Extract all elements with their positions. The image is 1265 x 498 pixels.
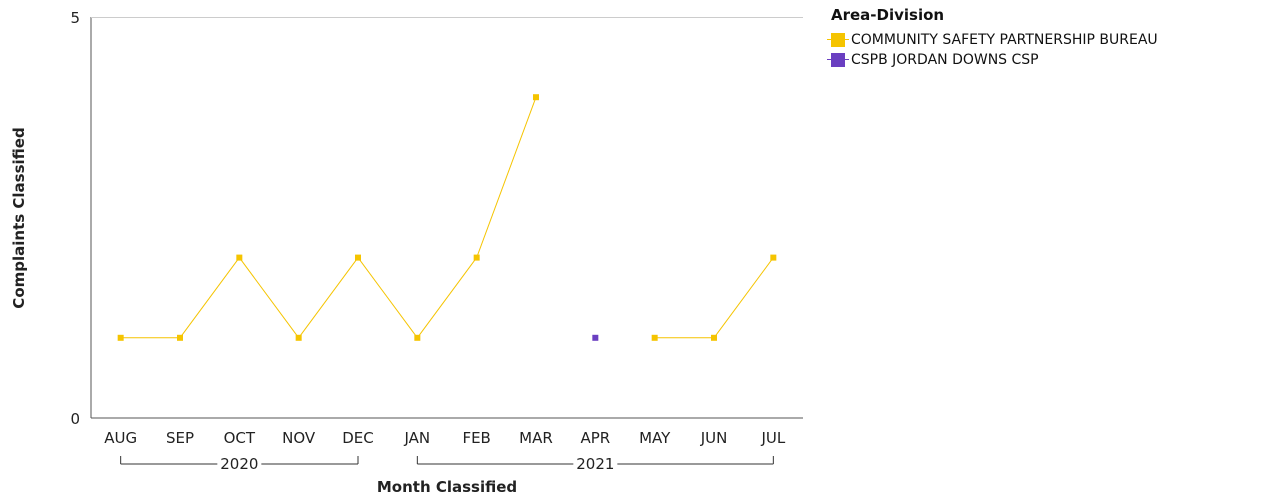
series-line-segment: [713, 257, 774, 339]
data-point: [236, 254, 243, 261]
data-point: [177, 334, 183, 341]
x-tick-label: SEP: [166, 429, 194, 447]
x-tick-label: JUN: [700, 429, 728, 447]
x-tick-label: MAY: [639, 429, 671, 447]
legend-item-series-0[interactable]: COMMUNITY SAFETY PARTNERSHIP BUREAU: [827, 30, 1158, 50]
y-tick-label: 0: [70, 410, 80, 428]
data-point: [473, 254, 480, 261]
x-axis-labels: AUG SEP OCT NOV DEC JAN FEB MAR APR MAY JUN JUL 2020…: [104, 429, 786, 473]
data-point: [651, 334, 658, 341]
data-point: [770, 254, 777, 261]
x-tick-label: AUG: [104, 429, 137, 447]
y-tick-label: 5: [70, 9, 80, 27]
y-axis-title: Complaints Classified: [10, 127, 28, 308]
x-tick-label: OCT: [224, 429, 256, 447]
year-label: 2021: [576, 455, 614, 473]
legend-label: COMMUNITY SAFETY PARTNERSHIP BUREAU: [851, 32, 1158, 48]
series-line-segment: [416, 257, 478, 339]
data-point: [711, 334, 717, 341]
legend: Area-Division COMMUNITY SAFETY PARTNERSH…: [827, 6, 1158, 70]
x-tick-label: DEC: [342, 429, 374, 447]
legend-swatch-icon: [827, 33, 849, 47]
data-point: [117, 334, 124, 341]
x-tick-label: JAN: [404, 429, 431, 447]
data-point: [355, 254, 361, 261]
series-layer: [117, 94, 777, 341]
data-point: [295, 334, 302, 341]
axes: 05: [70, 9, 803, 428]
series-0: [117, 94, 777, 341]
series-1: [592, 334, 599, 341]
x-tick-label: APR: [580, 429, 610, 447]
series-line-segment: [357, 257, 418, 339]
series-line-segment: [298, 257, 359, 339]
data-point: [592, 334, 599, 341]
legend-title: Area-Division: [831, 6, 945, 24]
x-tick-label: MAR: [519, 429, 553, 447]
series-line-segment: [238, 257, 300, 339]
year-label: 2020: [220, 455, 258, 473]
data-point: [414, 334, 421, 341]
series-line-segment: [476, 97, 537, 258]
data-point: [533, 94, 539, 101]
x-tick-label: FEB: [462, 429, 490, 447]
x-tick-label: NOV: [282, 429, 316, 447]
legend-label: CSPB JORDAN DOWNS CSP: [851, 52, 1039, 68]
series-line-segment: [179, 257, 240, 339]
legend-item-series-1[interactable]: CSPB JORDAN DOWNS CSP: [827, 50, 1158, 70]
x-tick-label: JUL: [760, 429, 785, 447]
x-axis-title: Month Classified: [377, 478, 517, 496]
legend-swatch-icon: [827, 53, 849, 67]
